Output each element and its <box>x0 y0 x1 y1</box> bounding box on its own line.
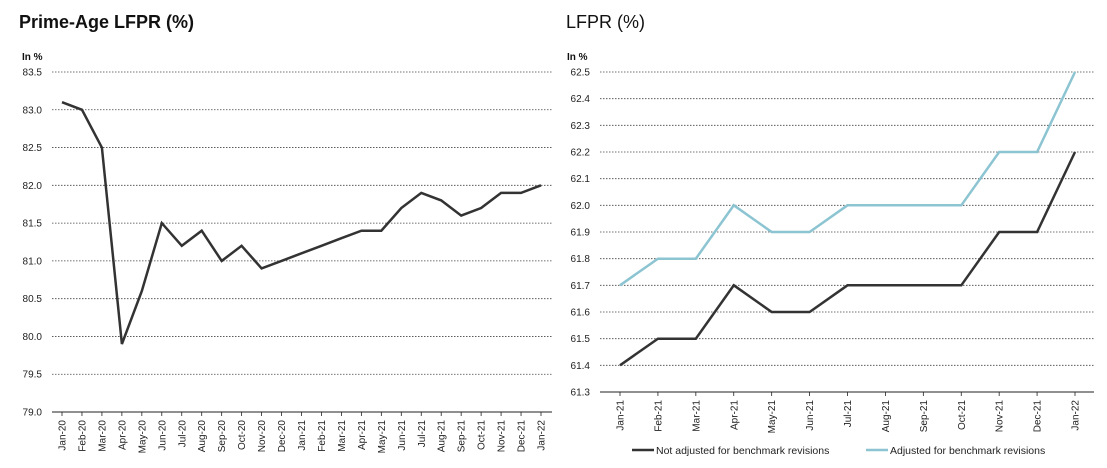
x-tick-label-prime-age: Jun-21 <box>397 420 408 451</box>
x-tick-label-prime-age: Mar-21 <box>337 420 348 452</box>
x-tick-label-prime-age: Aug-20 <box>197 420 208 453</box>
y-tick-label-lfpr: 62.4 <box>571 94 591 105</box>
y-tick-label-prime-age: 80.0 <box>23 332 43 343</box>
y-tick-label-prime-age: 83.5 <box>23 68 43 79</box>
x-tick-label-lfpr: Sep-21 <box>919 400 930 433</box>
y-tick-label-prime-age: 81.0 <box>23 256 43 267</box>
x-tick-label-prime-age: May-21 <box>377 420 388 454</box>
x-tick-label-prime-age: May-20 <box>137 420 148 454</box>
x-tick-label-prime-age: Dec-21 <box>517 420 528 453</box>
y-tick-label-lfpr: 61.3 <box>571 388 591 399</box>
y-tick-label-lfpr: 61.5 <box>571 334 591 345</box>
y-tick-label-lfpr: 62.2 <box>571 148 591 159</box>
x-tick-label-lfpr: Jun-21 <box>805 400 816 431</box>
x-tick-label-lfpr: Dec-21 <box>1033 400 1044 433</box>
legend-label-lfpr-1: Adjusted for benchmark revisions <box>890 445 1045 457</box>
x-tick-label-prime-age: Feb-21 <box>317 420 328 452</box>
x-tick-label-lfpr: Nov-21 <box>995 400 1006 433</box>
x-tick-label-lfpr: Feb-21 <box>653 400 664 432</box>
x-tick-label-lfpr: Aug-21 <box>881 400 892 433</box>
x-tick-label-prime-age: Apr-20 <box>117 420 128 450</box>
y-axis-unit-label-lfpr: In % <box>567 52 588 63</box>
y-tick-label-prime-age: 83.0 <box>23 105 43 116</box>
x-tick-label-prime-age: Jun-20 <box>157 420 168 451</box>
chart-title-lfpr: LFPR (%) <box>566 12 646 32</box>
series-line-lfpr-0 <box>619 151 1077 367</box>
series-line-lfpr-1 <box>619 71 1077 287</box>
x-tick-label-lfpr: Mar-21 <box>691 400 702 432</box>
x-tick-label-prime-age: Jul-20 <box>177 420 188 448</box>
y-tick-label-lfpr: 61.9 <box>571 228 591 239</box>
x-tick-label-lfpr: May-21 <box>767 400 778 434</box>
x-tick-label-prime-age: Sep-20 <box>217 420 228 453</box>
y-tick-label-lfpr: 62.0 <box>571 201 591 212</box>
legend-label-lfpr-0: Not adjusted for benchmark revisions <box>656 445 829 457</box>
x-tick-label-prime-age: Oct-21 <box>477 420 488 450</box>
x-tick-label-prime-age: Jan-21 <box>297 420 308 451</box>
x-tick-label-prime-age: Jul-21 <box>417 420 428 448</box>
x-tick-label-prime-age: Feb-20 <box>77 420 88 452</box>
y-tick-label-lfpr: 61.8 <box>571 254 591 265</box>
x-tick-label-lfpr: Jul-21 <box>843 400 854 428</box>
x-tick-label-prime-age: Apr-21 <box>357 420 368 450</box>
y-tick-label-lfpr: 62.3 <box>571 121 591 132</box>
y-tick-label-prime-age: 82.5 <box>23 143 43 154</box>
x-tick-label-lfpr: Oct-21 <box>957 400 968 430</box>
y-axis-unit-label-prime-age: In % <box>22 52 43 63</box>
x-tick-label-prime-age: Sep-21 <box>457 420 468 453</box>
y-tick-label-lfpr: 62.5 <box>571 68 591 79</box>
y-tick-label-lfpr: 61.6 <box>571 308 591 319</box>
y-tick-label-lfpr: 61.4 <box>571 361 591 372</box>
y-tick-label-lfpr: 62.1 <box>571 174 591 185</box>
x-tick-label-lfpr: Apr-21 <box>729 400 740 430</box>
y-tick-label-lfpr: 61.7 <box>571 281 591 292</box>
y-tick-label-prime-age: 82.0 <box>23 181 43 192</box>
x-tick-label-prime-age: Mar-20 <box>97 420 108 452</box>
x-tick-label-lfpr: Jan-22 <box>1071 400 1082 431</box>
x-tick-label-lfpr: Jan-21 <box>616 400 627 431</box>
x-tick-label-prime-age: Nov-20 <box>257 420 268 453</box>
x-tick-label-prime-age: Jan-22 <box>537 420 548 451</box>
y-tick-label-prime-age: 79.0 <box>23 408 43 419</box>
x-tick-label-prime-age: Nov-21 <box>497 420 508 453</box>
x-tick-label-prime-age: Aug-21 <box>437 420 448 453</box>
chart-title-prime-age-lfpr: Prime-Age LFPR (%) <box>19 12 195 32</box>
y-tick-label-prime-age: 80.5 <box>23 294 43 305</box>
x-tick-label-prime-age: Jan-20 <box>58 420 69 451</box>
series-line-prime-age-0 <box>61 101 542 345</box>
x-tick-label-prime-age: Dec-20 <box>277 420 288 453</box>
y-tick-label-prime-age: 81.5 <box>23 219 43 230</box>
y-tick-label-prime-age: 79.5 <box>23 370 43 381</box>
x-tick-label-prime-age: Oct-20 <box>237 420 248 450</box>
